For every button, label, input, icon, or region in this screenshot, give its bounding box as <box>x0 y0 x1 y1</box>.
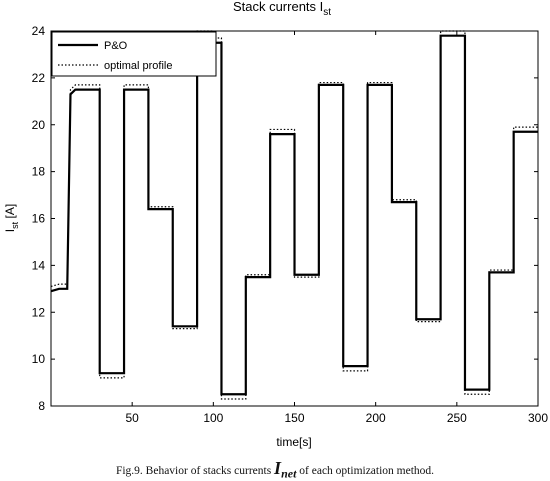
caption-symbol-subscript: net <box>281 466 297 481</box>
y-tick-label: 16 <box>32 212 46 226</box>
series-line-p-o <box>50 34 538 396</box>
caption-symbol: I <box>274 458 282 478</box>
figure-caption: Fig.9. Behavior of stacks currents Inet … <box>0 458 550 481</box>
x-tick-label: 300 <box>528 411 548 425</box>
chart: Stack currents Ist Ist [A] time[s] 50 100… <box>3 0 548 449</box>
svg-text:Ist [A]: Ist [A] <box>3 204 20 232</box>
x-axis-label: time[s] <box>276 435 311 449</box>
legend: P&O optimal profile <box>51 31 217 77</box>
y-tick-label: 22 <box>32 71 46 85</box>
y-tick-label: 20 <box>32 118 46 132</box>
x-tick-label: 100 <box>203 411 223 425</box>
y-tick-label: 24 <box>32 24 46 38</box>
chart-title: Stack currents Ist <box>233 0 331 18</box>
legend-box <box>51 31 217 77</box>
x-tick-label: 150 <box>284 411 304 425</box>
caption-prefix: Fig.9. Behavior of stacks currents <box>115 465 275 477</box>
y-tick-label: 10 <box>32 352 46 366</box>
x-tick-label: 250 <box>447 411 467 425</box>
y-tick-label: 14 <box>32 258 46 272</box>
y-tick-label: 12 <box>32 305 46 319</box>
x-tick-label: 50 <box>125 411 139 425</box>
plot-frame <box>50 30 539 407</box>
x-tick-label: 200 <box>366 411 386 425</box>
y-axis-label: Ist [A] <box>3 204 20 232</box>
legend-label-optimal-profile: optimal profile <box>104 60 172 72</box>
legend-label-p-and-o: P&O <box>104 40 128 52</box>
y-tick-label: 18 <box>32 165 46 179</box>
caption-suffix: of each optimization method. <box>296 465 435 477</box>
y-tick-label: 8 <box>38 399 45 413</box>
